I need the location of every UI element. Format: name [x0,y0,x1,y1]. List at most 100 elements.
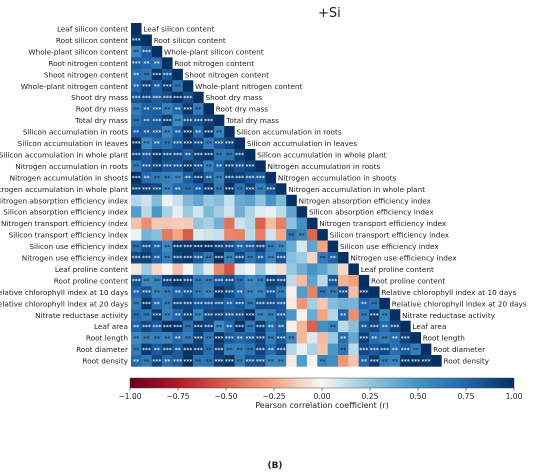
diagonal-label: Nitrogen use efficiency index [350,254,457,263]
heatmap-cell [213,194,225,207]
heatmap-cell [182,137,194,150]
heatmap-cell [162,320,173,333]
significance-marker: *** [256,175,265,182]
heatmap-cell [182,194,194,207]
significance-marker: ** [268,347,274,354]
heatmap-cell [151,206,163,218]
significance-marker: *** [370,358,379,365]
heatmap-cell [234,194,246,207]
heatmap-cell [213,343,225,356]
significance-marker: ** [195,106,201,113]
heatmap-cell [420,355,432,367]
heatmap-cell [141,45,152,58]
significance-marker: *** [163,278,172,285]
heatmap-cell [255,343,266,356]
significance-marker: ** [144,175,150,182]
heatmap-cell [348,355,359,367]
significance-marker: *** [183,118,192,125]
significance-marker: ** [133,118,139,125]
heatmap-cell [193,206,204,218]
significance-marker: *** [246,335,255,342]
significance-marker: *** [225,244,234,251]
significance-marker: *** [173,255,182,262]
heatmap-cell [203,114,214,127]
heatmap-cell [244,297,256,310]
heatmap-cell [203,274,214,287]
heatmap-cell [224,332,235,344]
heatmap-cell [141,309,152,321]
diagonal-labels: Leaf silicon content Root silicon content… [143,25,526,366]
heatmap-cell [348,263,359,276]
heatmap-cell [358,297,370,310]
significance-marker: *** [246,175,255,182]
heatmap-cell [379,320,390,333]
significance-marker: *** [225,175,234,182]
significance-marker: *** [152,164,161,171]
heatmap-cell [182,103,194,115]
diagonal-label: Root silicon content [154,36,226,45]
significance-marker: ** [175,83,181,90]
heatmap-cell [286,252,297,264]
heatmap-cell [400,332,411,344]
heatmap-cell [182,114,194,127]
significance-marker: ** [247,347,253,354]
significance-marker: *** [194,324,203,331]
heatmap-cell [255,309,266,321]
row-label: Relative chlorophyll index at 20 days [0,299,128,308]
significance-marker: ** [133,164,139,171]
heatmap-cell [255,194,266,207]
heatmap-cell [193,103,204,115]
heatmap-cell [255,206,266,218]
heatmap-cell [141,57,152,69]
significance-marker: *** [163,152,172,159]
heatmap-cell [306,274,318,287]
significance-marker: *** [401,347,410,354]
heatmap-cell [338,343,349,356]
heatmap-cell [213,137,225,150]
significance-marker: ** [268,255,274,262]
heatmap-cell [275,194,287,207]
significance-marker: *** [194,301,203,308]
row-label: Leaf proline content [55,265,128,274]
heatmap-cell [255,240,266,253]
significance-marker: *** [183,278,192,285]
heatmap-cell [141,229,152,241]
significance-marker: ** [247,278,253,285]
significance-marker: ** [340,347,346,354]
significance-marker: *** [421,358,430,365]
significance-marker: *** [370,324,379,331]
significance-marker: *** [214,290,223,297]
significance-marker: *** [163,118,172,125]
heatmap-cell [141,91,152,104]
significance-marker: ** [185,152,191,159]
heatmap-cell [275,229,287,241]
heatmap-cell [172,80,183,92]
heatmap-cell [369,286,380,298]
heatmap-cell [255,297,266,310]
significance-marker: *** [163,83,172,90]
heatmap-cell [151,137,163,150]
heatmap-cell [358,332,370,344]
significance-marker: *** [194,164,203,171]
heatmap-cell [389,355,401,367]
heatmap-cell [306,343,318,356]
significance-marker: *** [256,335,265,342]
heatmap-cell [358,355,370,367]
significance-marker: ** [257,312,263,319]
heatmap-cell [193,126,204,138]
heatmap-cell [193,217,204,230]
heatmap-cell [203,194,214,207]
heatmap-cell [265,309,277,321]
significance-marker: ** [330,324,336,331]
heatmap-cell [193,263,204,276]
significance-marker: ** [237,290,243,297]
heatmap-cell [213,252,225,264]
heatmap-cell [131,45,142,58]
significance-marker: *** [183,301,192,308]
heatmap-cell [286,206,297,218]
significance-marker: ** [278,290,284,297]
heatmap-cell [275,309,287,321]
significance-marker: ** [216,187,222,194]
significance-marker: ** [216,324,222,331]
heatmap-cell [244,274,256,287]
